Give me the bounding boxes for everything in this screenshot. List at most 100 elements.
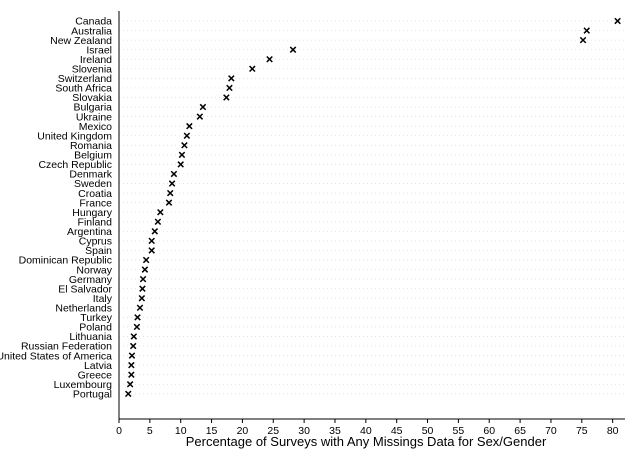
marker-italy: [138, 294, 146, 302]
x-tick-label-20: 20: [237, 425, 249, 437]
x-tick-label-75: 75: [576, 425, 588, 437]
category-label-germany: Germany: [69, 274, 113, 286]
category-guide-lines: [119, 20, 625, 395]
category-label-el-salvador: El Salvador: [58, 283, 112, 295]
category-label-czech-republic: Czech Republic: [38, 159, 112, 171]
data-markers: [124, 17, 621, 398]
marker-france: [165, 199, 173, 206]
marker-cyprus: [148, 237, 155, 245]
x-tick-label-30: 30: [298, 425, 310, 437]
category-label-argentina: Argentina: [67, 226, 112, 238]
category-label-france: France: [79, 197, 112, 209]
x-tick-label-0: 0: [116, 425, 122, 437]
category-label-belgium: Belgium: [74, 150, 112, 162]
category-label-netherlands: Netherlands: [55, 303, 112, 315]
category-label-ireland: Ireland: [80, 54, 112, 66]
category-label-norway: Norway: [76, 264, 112, 276]
category-label-romania: Romania: [70, 140, 112, 152]
marker-poland: [133, 323, 141, 331]
x-tick-label-15: 15: [206, 425, 218, 437]
x-axis-ticks: 0 5 10 15 20 25 30 35 40 45 50 55 60 65 70 75 80: [116, 419, 619, 437]
marker-canada: [614, 17, 621, 25]
marker-hungary: [157, 208, 164, 216]
marker-el-salvador: [139, 285, 146, 292]
category-label-poland: Poland: [79, 322, 112, 334]
marker-netherlands: [136, 304, 144, 312]
x-tick-label-70: 70: [545, 425, 557, 437]
category-label-turkey: Turkey: [80, 312, 112, 324]
category-label-united-kingdom: United Kingdom: [37, 130, 112, 142]
marker-finland: [154, 218, 162, 226]
category-label-latvia: Latvia: [84, 360, 112, 372]
marker-czech-republic: [177, 161, 184, 168]
marker-united-states-of-america: [128, 352, 136, 359]
marker-sweden: [168, 180, 176, 187]
marker-lithuania: [130, 333, 138, 340]
x-tick-label-5: 5: [147, 425, 153, 437]
x-tick-label-65: 65: [514, 425, 526, 437]
x-tick-label-40: 40: [360, 425, 372, 437]
x-tick-label-25: 25: [267, 425, 279, 437]
marker-switzerland: [228, 75, 235, 82]
category-label-portugal: Portugal: [73, 389, 112, 401]
marker-turkey: [134, 314, 141, 321]
marker-slovakia: [223, 94, 230, 101]
category-label-israel: Israel: [86, 44, 112, 56]
marker-mexico: [186, 122, 193, 130]
marker-spain: [148, 247, 155, 254]
marker-croatia: [166, 189, 174, 197]
x-tick-label-80: 80: [607, 425, 619, 437]
marker-australia: [583, 27, 591, 34]
x-tick-label-45: 45: [391, 425, 403, 437]
marker-norway: [141, 266, 149, 273]
category-label-cyprus: Cyprus: [79, 236, 112, 248]
x-tick-label-35: 35: [329, 425, 341, 437]
marker-israel: [289, 46, 297, 53]
category-label-russian-federation: Russian Federation: [21, 341, 112, 353]
x-tick-label-50: 50: [422, 425, 434, 437]
marker-dominican-republic: [142, 256, 150, 264]
category-label-canada: Canada: [75, 16, 112, 28]
category-label-mexico: Mexico: [79, 121, 112, 133]
marker-greece: [128, 371, 135, 378]
category-label-denmark: Denmark: [69, 169, 112, 181]
marker-argentina: [151, 228, 159, 235]
category-label-slovenia: Slovenia: [72, 64, 112, 76]
marker-portugal: [124, 390, 132, 398]
marker-south-africa: [226, 84, 233, 92]
marker-luxembourg: [126, 381, 134, 388]
marker-ukraine: [196, 113, 204, 120]
category-label-greece: Greece: [78, 369, 113, 381]
category-label-dominican-republic: Dominican Republic: [19, 255, 112, 267]
category-label-australia: Australia: [71, 25, 112, 37]
x-tick-label-55: 55: [453, 425, 465, 437]
marker-russian-federation: [129, 342, 137, 350]
x-axis-title: Percentage of Surveys with Any Missings …: [186, 434, 547, 449]
category-label-switzerland: Switzerland: [58, 73, 112, 85]
category-label-croatia: Croatia: [78, 188, 112, 200]
x-tick-label-10: 10: [175, 425, 187, 437]
category-label-united-states-of-america: United States of America: [0, 350, 112, 362]
category-label-ukraine: Ukraine: [76, 111, 112, 123]
marker-germany: [139, 275, 147, 283]
marker-romania: [181, 142, 188, 149]
category-label-italy: Italy: [93, 293, 113, 305]
marker-belgium: [178, 151, 186, 159]
category-label-spain: Spain: [85, 245, 112, 257]
marker-new-zealand: [579, 36, 587, 44]
category-label-finland: Finland: [78, 216, 113, 228]
category-label-south-africa: South Africa: [55, 83, 112, 95]
category-label-sweden: Sweden: [74, 178, 112, 190]
marker-latvia: [128, 361, 135, 369]
marker-united-kingdom: [183, 132, 191, 139]
marker-slovenia: [249, 65, 256, 73]
category-label-new-zealand: New Zealand: [50, 35, 112, 47]
category-label-luxembourg: Luxembourg: [54, 379, 113, 391]
category-label-slovakia: Slovakia: [72, 92, 112, 104]
category-label-hungary: Hungary: [72, 207, 112, 219]
category-label-bulgaria: Bulgaria: [73, 102, 112, 114]
marker-ireland: [266, 55, 273, 63]
